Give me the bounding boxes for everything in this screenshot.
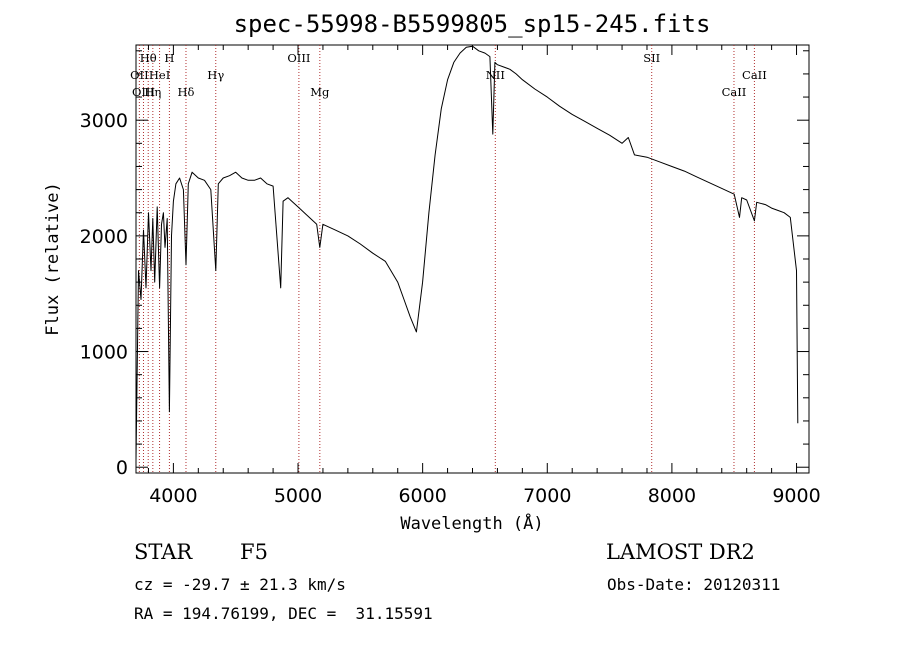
x-tick-label: 4000 (149, 485, 197, 507)
spectral-line-label: Hθ (140, 51, 157, 65)
spectral-line-label: CaII (742, 68, 767, 82)
x-axis-label: Wavelength (Å) (400, 512, 543, 534)
spectral-line-label: NII (486, 68, 505, 82)
x-tick-label: 8000 (648, 485, 696, 507)
redshift-readout: cz = -29.7 ± 21.3 km/s (134, 575, 346, 594)
observation-date: Obs-Date: 20120311 (607, 575, 781, 594)
axis-ticks: 4000 5000 6000 7000 8000 9000 0 1000 2000 3000 (80, 45, 821, 507)
spectral-line-label: Hγ (207, 68, 224, 82)
spectral-line-label: SII (643, 51, 660, 65)
spectral-line-label: OIII (287, 51, 310, 65)
object-class: STAR (134, 540, 193, 564)
y-tick-label: 2000 (80, 226, 128, 248)
spectral-line-label: Hη (144, 85, 161, 99)
spectral-line-label: CaII (722, 85, 747, 99)
spectral-line-guides (138, 45, 755, 473)
spectral-line-label: Mg (310, 85, 330, 99)
spectral-line-label: OII (130, 68, 149, 82)
spectral-line-label: OIII (132, 85, 155, 99)
spectral-line-label: Hδ (177, 85, 194, 99)
x-tick-label: 6000 (398, 485, 446, 507)
x-tick-label: 5000 (274, 485, 322, 507)
plot-frame (135, 44, 810, 474)
y-tick-label: 0 (116, 457, 128, 479)
y-axis-label: Flux (relative) (43, 182, 63, 336)
x-tick-label: 7000 (523, 485, 571, 507)
spectrum-series (135, 45, 799, 461)
x-tick-label: 9000 (772, 485, 820, 507)
survey-name: LAMOST DR2 (606, 540, 755, 564)
spectral-line-label: HeI (149, 68, 170, 82)
y-tick-label: 3000 (80, 110, 128, 132)
spectral-line-label: H (164, 51, 174, 65)
y-tick-label: 1000 (80, 342, 128, 364)
object-subclass: F5 (240, 540, 268, 564)
spectrum-line (135, 45, 799, 461)
coordinates-readout: RA = 194.76199, DEC = 31.15591 (134, 604, 433, 623)
chart-title: spec-55998-B5599805_sp15-245.fits (234, 10, 711, 38)
